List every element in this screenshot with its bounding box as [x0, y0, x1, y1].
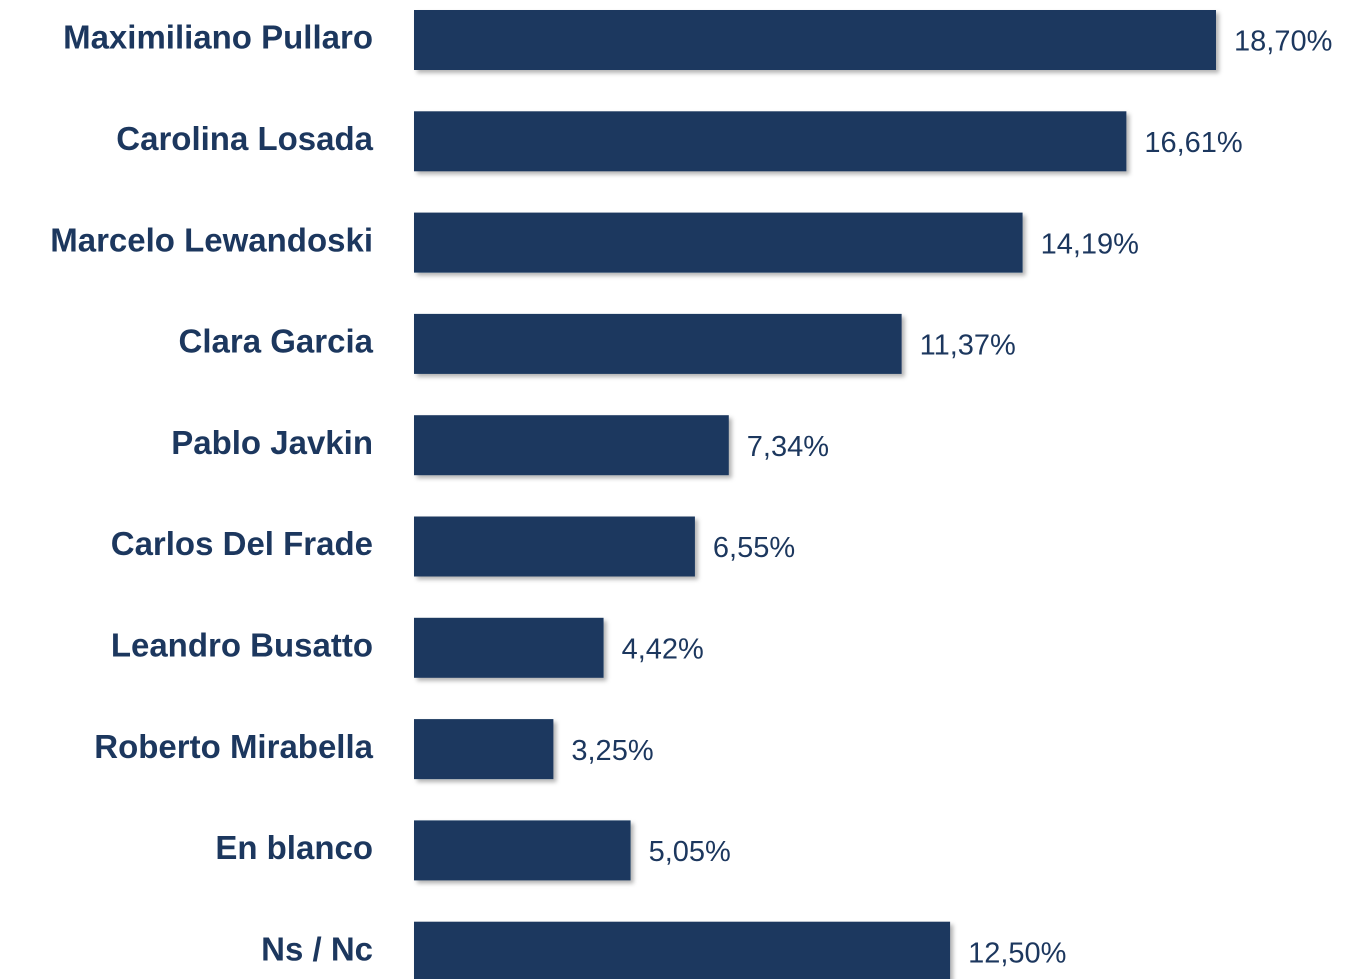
category-label: Clara Garcia [179, 323, 374, 360]
category-label: Maximiliano Pullaro [63, 19, 373, 56]
category-label: Pablo Javkin [171, 424, 373, 461]
value-label: 5,05% [649, 836, 731, 868]
value-label: 18,70% [1234, 26, 1332, 58]
bar [414, 111, 1127, 172]
value-label: 14,19% [1041, 228, 1139, 260]
category-label: En blanco [215, 829, 373, 866]
bar [414, 719, 554, 780]
bar [414, 212, 1023, 273]
value-label: 7,34% [747, 431, 829, 463]
category-label: Ns / Nc [261, 930, 373, 967]
category-label: Leandro Busatto [111, 627, 373, 664]
category-label: Roberto Mirabella [94, 728, 373, 765]
bar [414, 921, 951, 979]
bar [414, 820, 631, 881]
category-label: Carolina Losada [116, 120, 373, 157]
bar [414, 10, 1216, 70]
value-label: 11,37% [920, 330, 1016, 362]
bar [414, 415, 729, 476]
bar [414, 516, 695, 577]
category-label: Carlos Del Frade [111, 525, 373, 562]
bar [414, 313, 902, 374]
value-label: 3,25% [571, 735, 653, 767]
bar [414, 617, 604, 678]
value-label: 16,61% [1144, 127, 1242, 159]
value-label: 12,50% [968, 937, 1066, 969]
value-label: 6,55% [713, 532, 795, 564]
value-label: 4,42% [622, 633, 704, 665]
category-label: Marcelo Lewandoski [50, 221, 373, 258]
